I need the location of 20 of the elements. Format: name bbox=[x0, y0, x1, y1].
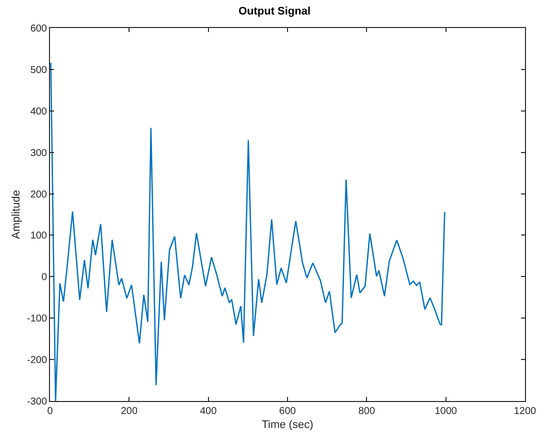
x-tick-label: 1000 bbox=[434, 406, 458, 417]
y-tick-label: 600 bbox=[30, 24, 48, 34]
x-tick-label: 400 bbox=[200, 406, 218, 417]
y-tick-label: -200 bbox=[26, 355, 48, 366]
y-tick-label: 0 bbox=[41, 272, 48, 284]
line-series bbox=[50, 62, 446, 401]
chart-title: Output Signal bbox=[238, 5, 311, 18]
y-tick-label: -300 bbox=[26, 396, 48, 408]
y-axis-title: Amplitude bbox=[10, 190, 23, 239]
x-axis-title: Time (sec) bbox=[262, 419, 314, 432]
x-tick-label: 800 bbox=[358, 406, 376, 417]
x-tick-label: 600 bbox=[279, 406, 296, 417]
y-tick-label: 500 bbox=[30, 64, 48, 76]
x-tick-label: 200 bbox=[120, 406, 138, 417]
y-tick-label: 400 bbox=[30, 106, 48, 118]
y-tick-label: 200 bbox=[30, 189, 48, 200]
y-tick-label: -100 bbox=[26, 314, 48, 325]
y-tick-label: 100 bbox=[30, 230, 48, 242]
y-tick-label: 300 bbox=[30, 148, 48, 159]
x-tick-label: 1200 bbox=[514, 406, 537, 417]
